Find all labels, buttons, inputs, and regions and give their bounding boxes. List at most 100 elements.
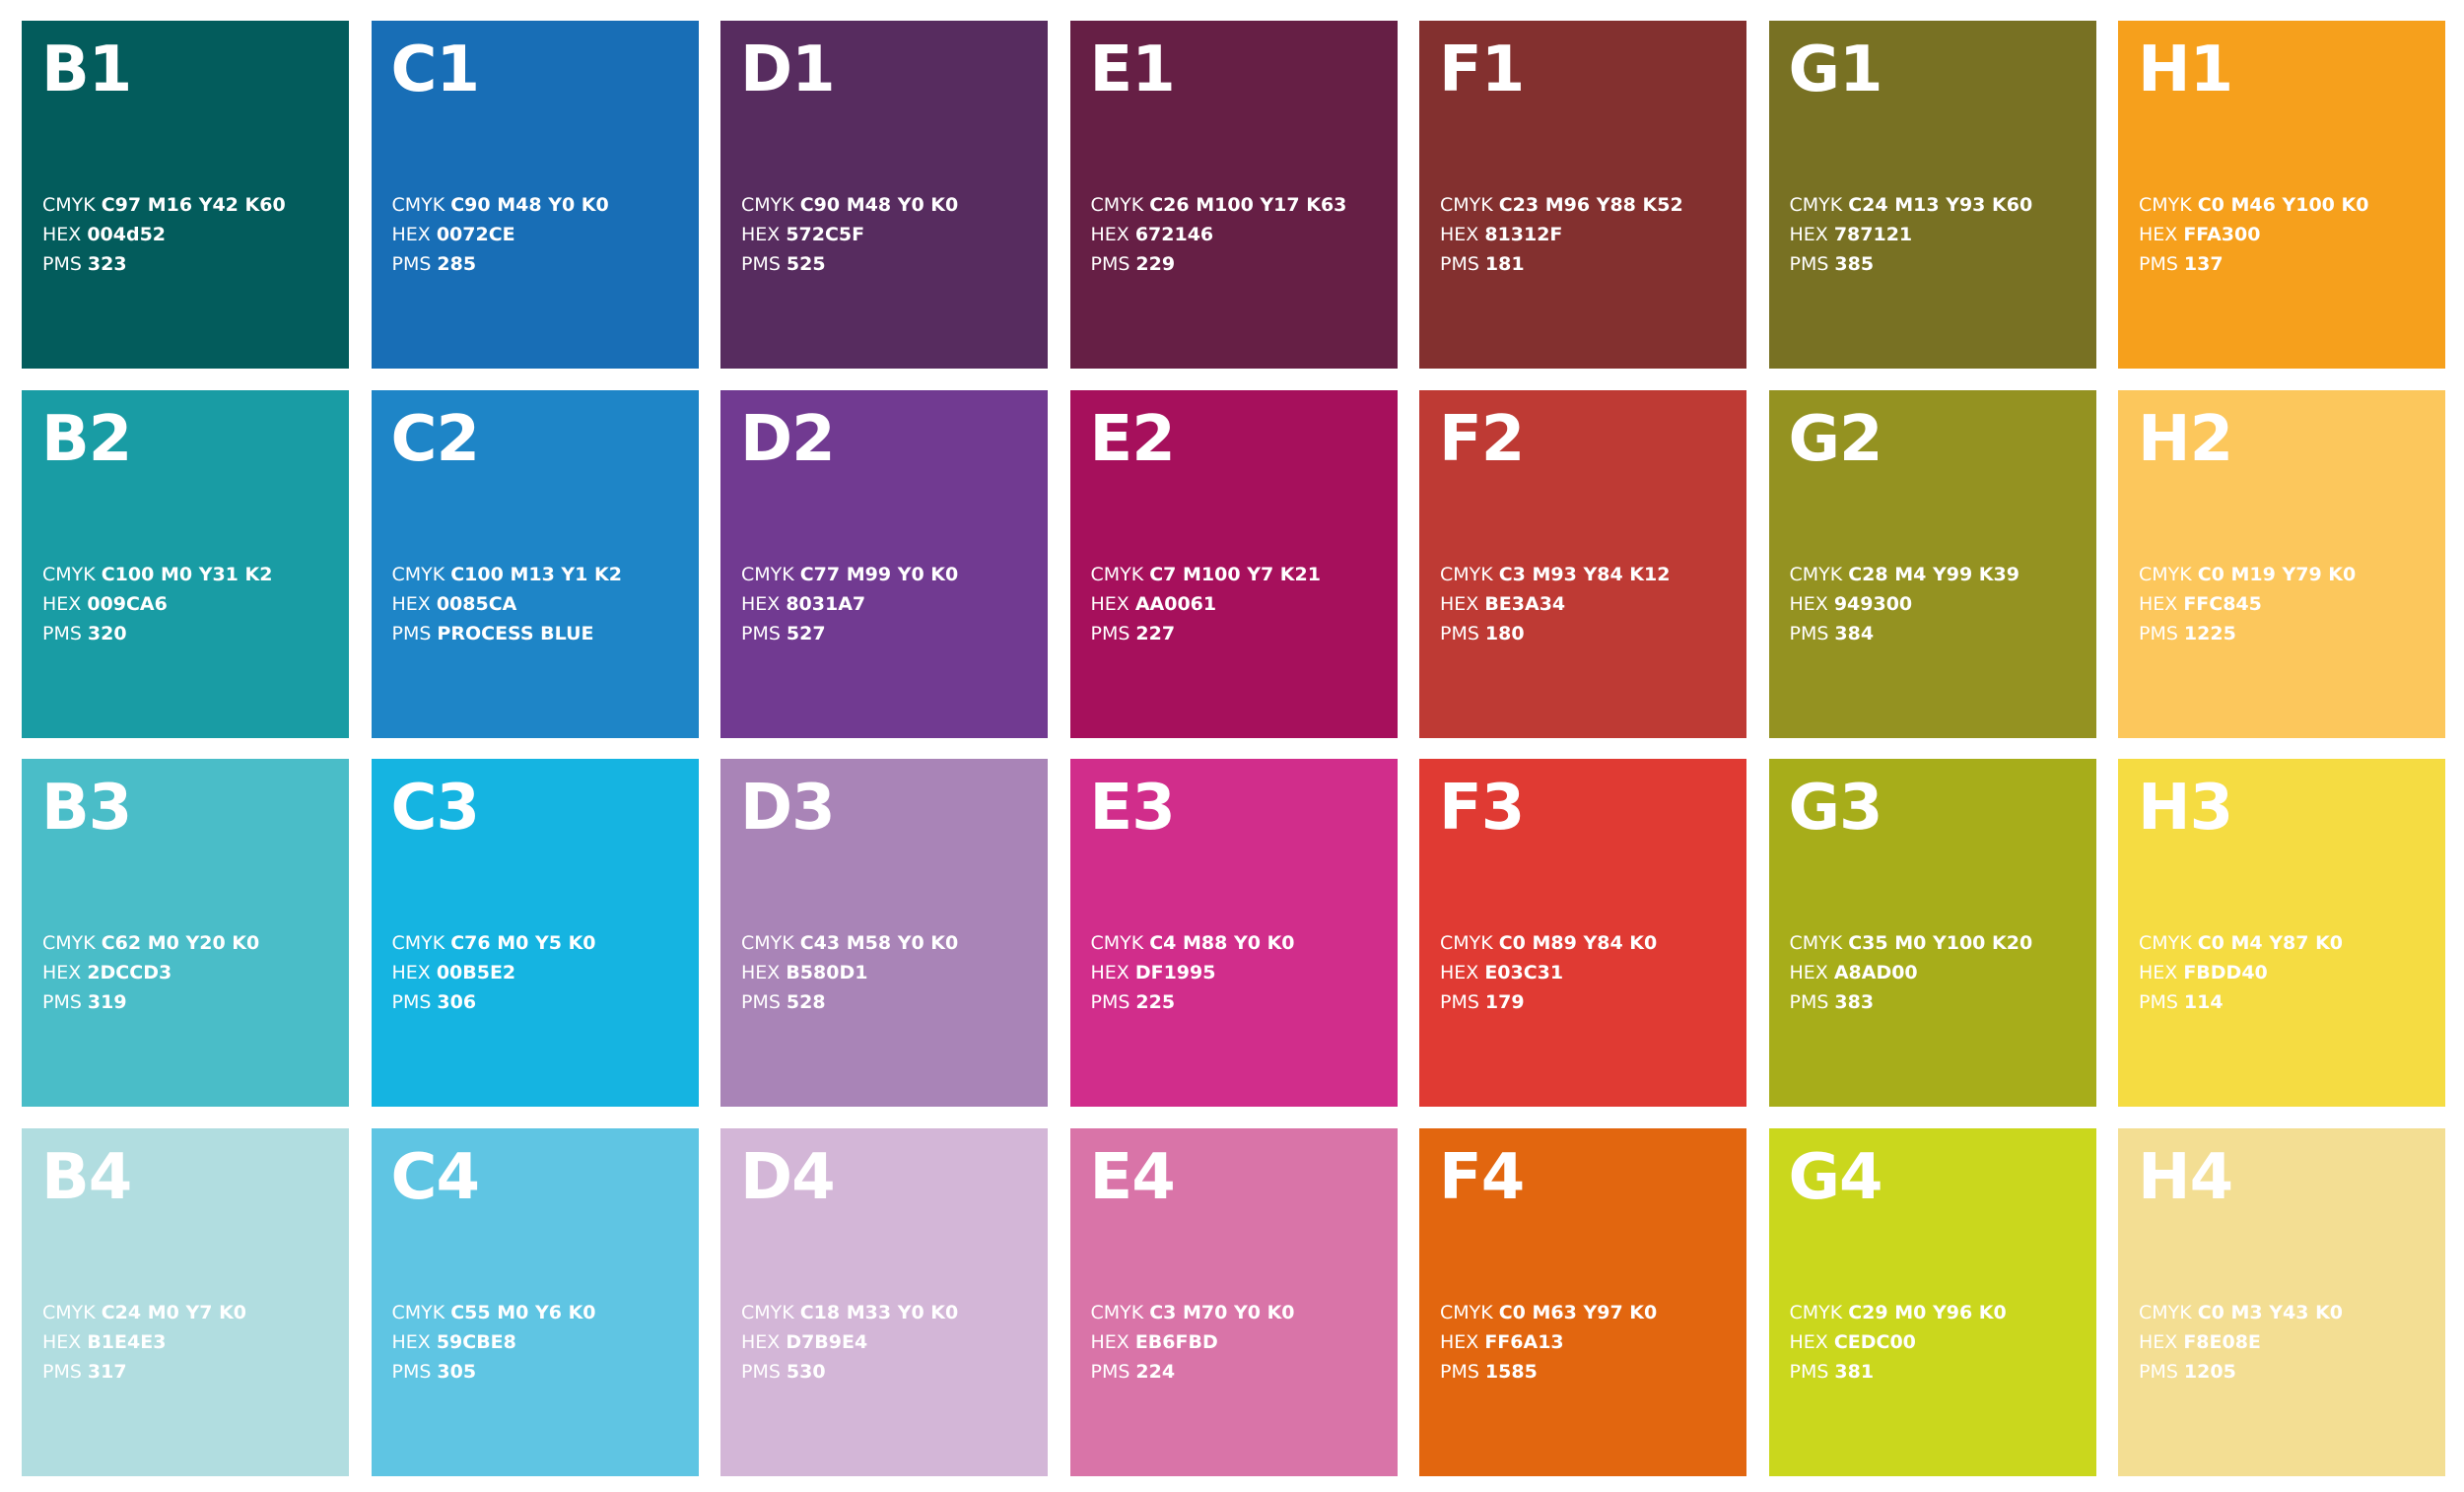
cmyk-label: CMYK (391, 932, 445, 954)
cmyk-value: C4 M88 Y0 K0 (1149, 932, 1295, 954)
pms-label: PMS (2139, 622, 2178, 644)
hex-line: HEX BE3A34 (1440, 589, 1670, 619)
hex-value: 00B5E2 (436, 962, 516, 983)
cmyk-value: C26 M100 Y17 K63 (1149, 194, 1347, 216)
pms-line: PMS 319 (42, 987, 259, 1017)
pms-label: PMS (391, 1360, 432, 1383)
hex-value: CEDC00 (1833, 1330, 1916, 1353)
hex-label: HEX (391, 962, 431, 983)
hex-line: HEX DF1995 (1091, 958, 1295, 987)
swatch-specs: CMYK C0 M46 Y100 K0 HEX FFA300 PMS 137 (2139, 190, 2368, 279)
hex-line: HEX 2DCCD3 (42, 958, 259, 987)
hex-label: HEX (1789, 962, 1828, 983)
pms-line: PMS 385 (1790, 249, 2033, 279)
hex-label: HEX (42, 1330, 82, 1353)
color-swatch-b1: B1 CMYK C97 M16 Y42 K60 HEX 004d52 PMS 323 (22, 21, 349, 369)
color-swatch-e2: E2 CMYK C7 M100 Y7 K21 HEX AA0061 PMS 227 (1069, 389, 1398, 738)
hex-line: HEX B1E4E3 (42, 1327, 246, 1357)
cmyk-label: CMYK (1789, 563, 1843, 585)
swatch-code: D3 (740, 772, 836, 845)
color-swatch-d2: D2 CMYK C77 M99 Y0 K0 HEX 8031A7 PMS 527 (720, 389, 1048, 738)
hex-label: HEX (1090, 1330, 1129, 1353)
swatch-specs: CMYK C0 M89 Y84 K0 HEX E03C31 PMS 179 (1440, 928, 1657, 1017)
pms-value: 227 (1135, 622, 1176, 644)
hex-label: HEX (1440, 224, 1479, 245)
hex-value: 787121 (1833, 224, 1913, 245)
cmyk-label: CMYK (1789, 1301, 1843, 1323)
pms-value: 383 (1834, 991, 1875, 1013)
pms-label: PMS (2139, 991, 2178, 1013)
pms-line: PMS 527 (741, 619, 958, 648)
pms-value: 1205 (2183, 1360, 2236, 1383)
hex-line: HEX 81312F (1440, 220, 1683, 249)
hex-line: HEX 572C5F (741, 220, 958, 249)
hex-value: FF6A13 (1484, 1330, 1564, 1353)
swatch-code: H2 (2138, 402, 2233, 476)
hex-label: HEX (2139, 224, 2178, 245)
swatch-specs: CMYK C0 M4 Y87 K0 HEX FBDD40 PMS 114 (2139, 928, 2343, 1017)
hex-value: D7B9E4 (786, 1330, 868, 1353)
cmyk-line: CMYK C26 M100 Y17 K63 (1091, 190, 1347, 220)
hex-line: HEX 0072CE (392, 220, 609, 249)
cmyk-value: C7 M100 Y7 K21 (1149, 563, 1321, 585)
swatch-code: B1 (41, 34, 132, 106)
color-swatch-d3: D3 CMYK C43 M58 Y0 K0 HEX B580D1 PMS 528 (720, 759, 1048, 1107)
swatch-specs: CMYK C4 M88 Y0 K0 HEX DF1995 PMS 225 (1091, 928, 1295, 1017)
cmyk-label: CMYK (42, 194, 96, 216)
cmyk-line: CMYK C0 M89 Y84 K0 (1440, 928, 1657, 958)
pms-value: 285 (437, 253, 477, 275)
cmyk-label: CMYK (2139, 563, 2192, 585)
cmyk-value: C23 M96 Y88 K52 (1498, 194, 1683, 216)
pms-line: PMS 181 (1440, 249, 1683, 279)
hex-value: 0072CE (436, 224, 515, 245)
cmyk-line: CMYK C90 M48 Y0 K0 (741, 190, 958, 220)
swatch-specs: CMYK C3 M70 Y0 K0 HEX EB6FBD PMS 224 (1091, 1298, 1295, 1387)
cmyk-line: CMYK C3 M70 Y0 K0 (1091, 1298, 1295, 1327)
swatch-specs: CMYK C62 M0 Y20 K0 HEX 2DCCD3 PMS 319 (42, 928, 259, 1017)
pms-value: 385 (1834, 253, 1875, 275)
hex-label: HEX (391, 1330, 431, 1353)
hex-line: HEX 59CBE8 (392, 1327, 596, 1357)
swatch-specs: CMYK C100 M13 Y1 K2 HEX 0085CA PMS PROCESS … (392, 560, 622, 648)
cmyk-value: C24 M0 Y7 K0 (101, 1301, 247, 1323)
swatch-specs: CMYK C24 M13 Y93 K60 HEX 787121 PMS 385 (1790, 190, 2033, 279)
pms-value: 323 (87, 253, 127, 275)
pms-label: PMS (42, 991, 82, 1013)
swatch-code: D1 (740, 34, 836, 106)
cmyk-label: CMYK (1789, 194, 1843, 216)
hex-label: HEX (1789, 1330, 1828, 1353)
hex-label: HEX (1440, 1330, 1479, 1353)
hex-value: BE3A34 (1484, 592, 1566, 615)
hex-value: EB6FBD (1134, 1330, 1218, 1353)
hex-line: HEX 009CA6 (42, 589, 272, 619)
pms-value: 527 (786, 622, 826, 644)
cmyk-label: CMYK (1090, 1301, 1144, 1323)
hex-label: HEX (42, 224, 82, 245)
cmyk-line: CMYK C0 M63 Y97 K0 (1440, 1298, 1657, 1327)
pms-label: PMS (1440, 991, 1479, 1013)
hex-value: AA0061 (1134, 592, 1217, 615)
pms-line: PMS 384 (1790, 619, 2019, 648)
swatch-code: D2 (740, 402, 836, 476)
cmyk-label: CMYK (391, 1301, 445, 1323)
swatch-specs: CMYK C55 M0 Y6 K0 HEX 59CBE8 PMS 305 (392, 1298, 596, 1387)
pms-value: 137 (2183, 253, 2224, 275)
pms-line: PMS 306 (392, 987, 596, 1017)
hex-label: HEX (1090, 592, 1129, 615)
cmyk-line: CMYK C100 M13 Y1 K2 (392, 560, 622, 589)
hex-line: HEX F8E08E (2139, 1327, 2343, 1357)
hex-value: E03C31 (1484, 962, 1564, 983)
hex-line: HEX FFA300 (2139, 220, 2368, 249)
pms-line: PMS 530 (741, 1357, 958, 1387)
cmyk-value: C0 M63 Y97 K0 (1498, 1301, 1658, 1323)
pms-line: PMS 305 (392, 1357, 596, 1387)
cmyk-value: C3 M93 Y84 K12 (1498, 563, 1671, 585)
cmyk-label: CMYK (42, 932, 96, 954)
cmyk-value: C100 M13 Y1 K2 (450, 563, 622, 585)
cmyk-value: C100 M0 Y31 K2 (101, 563, 273, 585)
color-swatch-b3: B3 CMYK C62 M0 Y20 K0 HEX 2DCCD3 PMS 319 (22, 759, 349, 1107)
hex-value: 0085CA (436, 592, 517, 615)
pms-value: 320 (87, 622, 127, 644)
pms-label: PMS (42, 622, 82, 644)
pms-value: 305 (437, 1360, 477, 1383)
